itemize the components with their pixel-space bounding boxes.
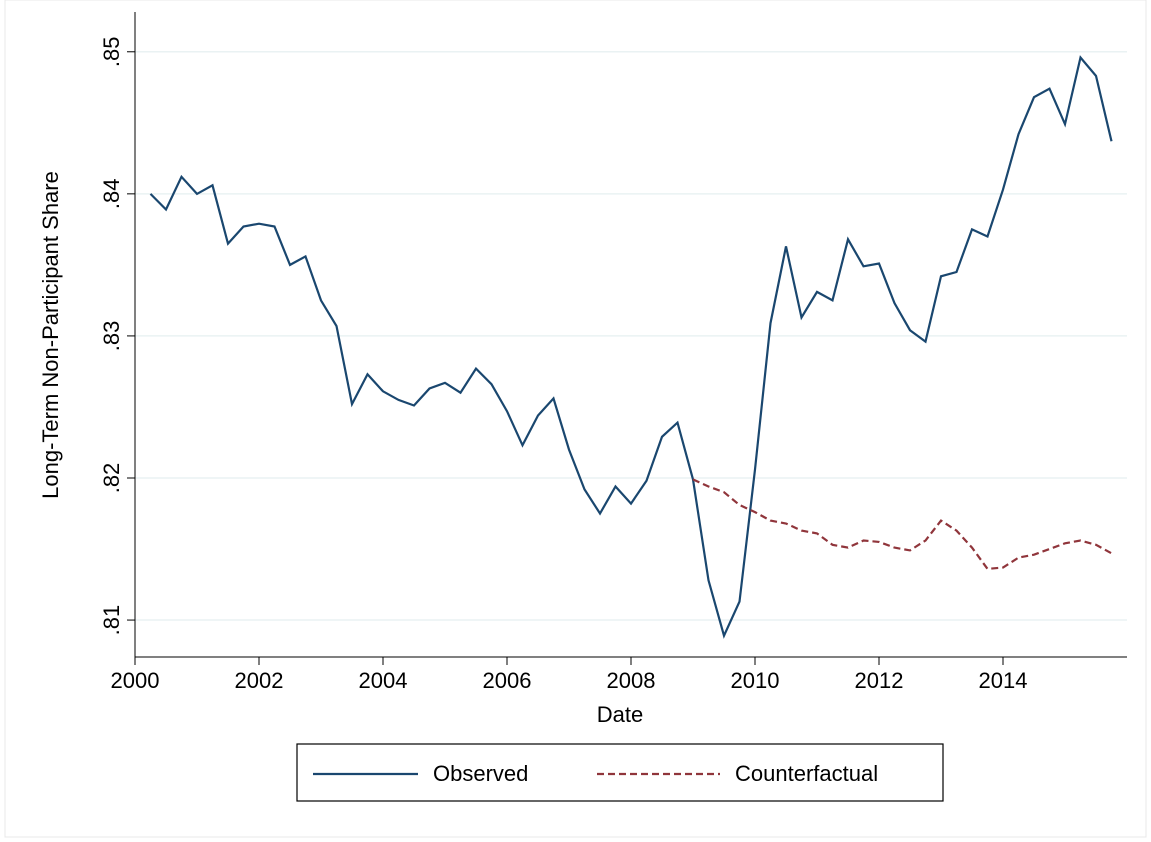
legend-label: Counterfactual — [735, 761, 878, 786]
x-tick-label: 2006 — [483, 668, 532, 693]
x-tick-label: 2002 — [235, 668, 284, 693]
y-tick-label: .84 — [99, 179, 124, 210]
x-tick-label: 2008 — [607, 668, 656, 693]
x-tick-label: 2010 — [731, 668, 780, 693]
line-series — [149, 55, 1113, 639]
legend-label: Observed — [433, 761, 528, 786]
line-series — [692, 478, 1113, 571]
y-tick-label: .83 — [99, 321, 124, 352]
x-tick-label: 2000 — [111, 668, 160, 693]
y-tick-label: .85 — [99, 36, 124, 67]
legend — [296, 743, 944, 802]
chart-frame — [4, 0, 1147, 838]
y-tick-label: .81 — [99, 605, 124, 636]
y-axis-title: Long-Term Non-Participant Share — [38, 171, 63, 499]
x-tick-label: 2012 — [855, 668, 904, 693]
x-axis-title: Date — [597, 702, 643, 727]
x-tick-label: 2004 — [359, 668, 408, 693]
y-tick-label: .82 — [99, 463, 124, 494]
x-tick-label: 2014 — [979, 668, 1028, 693]
